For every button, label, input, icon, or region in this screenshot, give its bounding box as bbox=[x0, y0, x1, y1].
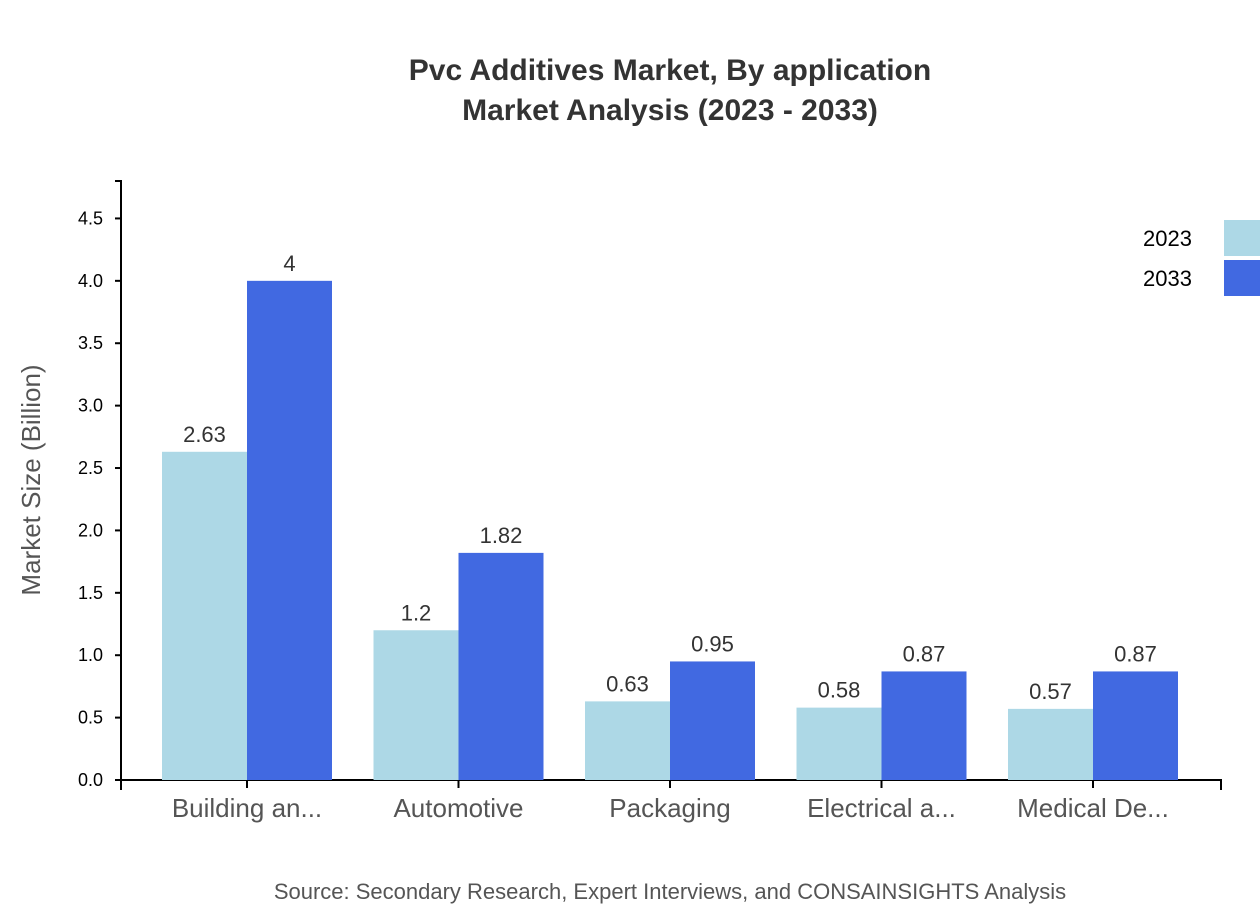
data-label: 0.95 bbox=[691, 631, 734, 656]
bar-2033-0 bbox=[247, 280, 332, 780]
y-tick-label: 4.0 bbox=[78, 271, 103, 291]
x-tick-label: Building an... bbox=[172, 793, 322, 823]
x-tick-label: Packaging bbox=[609, 793, 730, 823]
x-tick-label: Medical De... bbox=[1017, 793, 1169, 823]
data-label: 2.63 bbox=[183, 422, 226, 447]
y-tick-label: 1.5 bbox=[78, 583, 103, 603]
bar-2033-2 bbox=[670, 661, 755, 780]
y-axis-line bbox=[115, 180, 122, 781]
bar-2023-3 bbox=[796, 707, 882, 780]
data-label: 1.2 bbox=[401, 600, 432, 625]
y-tick-label: 1.0 bbox=[78, 645, 103, 665]
data-label: 4 bbox=[283, 251, 295, 276]
legend-label-2033: 2033 bbox=[1143, 266, 1192, 291]
y-axis: 0.0 0.5 1.0 1.5 2.0 2.5 3.0 3.5 4.0 4.5 bbox=[78, 180, 122, 790]
x-tick-label: Electrical a... bbox=[807, 793, 956, 823]
bar-2023-0 bbox=[162, 451, 247, 780]
bar-2023-1 bbox=[373, 630, 459, 780]
y-tick-label: 3.0 bbox=[78, 396, 103, 416]
y-axis-label: Market Size (Billion) bbox=[16, 364, 46, 595]
x-tick-label: Automotive bbox=[393, 793, 523, 823]
data-label: 0.63 bbox=[606, 671, 649, 696]
chart-title: Pvc Additives Market, By application bbox=[409, 54, 931, 87]
bar-2023-4 bbox=[1008, 708, 1093, 780]
bar-2033-3 bbox=[881, 671, 967, 780]
bar-2033-1 bbox=[458, 552, 544, 780]
data-label: 1.82 bbox=[480, 523, 523, 548]
y-tick-label: 2.0 bbox=[78, 520, 103, 540]
chart-subtitle: Market Analysis (2023 - 2033) bbox=[462, 94, 878, 127]
data-label: 0.87 bbox=[903, 641, 946, 666]
y-tick-label: 0.0 bbox=[78, 770, 103, 790]
legend: 2023 2033 bbox=[1143, 220, 1260, 296]
bar-2023-2 bbox=[585, 701, 670, 780]
data-label: 0.58 bbox=[818, 678, 861, 703]
y-tick-label: 0.5 bbox=[78, 708, 103, 728]
bars: 2.63 4 1.2 1.82 0.63 0.95 0.58 0.87 0.57 0.87 bbox=[162, 251, 1178, 780]
x-axis: Building an... Automotive Packaging Electri… bbox=[120, 779, 1222, 823]
legend-label-2023: 2023 bbox=[1143, 226, 1192, 251]
data-label: 0.57 bbox=[1029, 679, 1072, 704]
bar-2033-4 bbox=[1093, 671, 1178, 780]
y-tick-label: 3.5 bbox=[78, 333, 103, 353]
legend-swatch-2033 bbox=[1224, 260, 1260, 296]
y-tick-label: 2.5 bbox=[78, 458, 103, 478]
legend-swatch-2023 bbox=[1224, 220, 1260, 256]
data-label: 0.87 bbox=[1114, 641, 1157, 666]
source-note: Source: Secondary Research, Expert Inter… bbox=[274, 879, 1066, 904]
y-tick-label: 4.5 bbox=[78, 208, 103, 228]
